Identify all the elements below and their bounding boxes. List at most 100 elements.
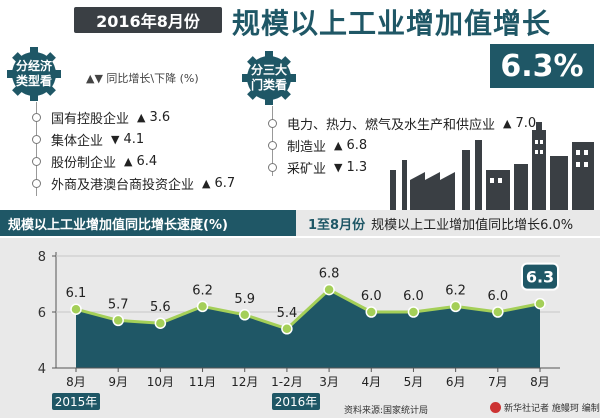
economic-type-label: 分经济类型看: [15, 59, 52, 88]
data-point: [196, 300, 209, 313]
y-tick-label: 8: [38, 250, 46, 265]
y-tick-label: 6: [38, 306, 46, 321]
list-item: 电力、热力、燃气及水生产和供应业 ▲ 7.0: [268, 112, 536, 134]
economic-type-badge: 分经济类型看: [6, 46, 62, 102]
year-label: 2015年: [55, 395, 98, 409]
item-label: 股份制企业: [51, 155, 117, 171]
data-label: 6.0: [403, 289, 424, 304]
item-label: 国有控股企业: [51, 111, 130, 127]
bullet-icon: [268, 140, 277, 150]
series-area: [76, 289, 540, 368]
data-point: [407, 306, 420, 318]
x-tick-label: 12月: [231, 375, 258, 389]
data-point: [365, 306, 378, 318]
bullet-icon: [268, 162, 277, 172]
cumulative-period: 1至8月份: [308, 217, 366, 233]
page-title: 规模以上工业增加值增长: [232, 7, 552, 40]
factory-illustration: [390, 122, 594, 210]
data-label: 5.4: [277, 306, 298, 321]
item-label: 外商及港澳台商投资企业: [51, 177, 195, 193]
gear-icon: [7, 47, 61, 101]
data-label: 6.2: [192, 283, 213, 298]
data-label: 5.7: [108, 297, 129, 312]
direction-icon: ▲: [202, 176, 211, 190]
item-value: 6.7: [214, 175, 236, 191]
direction-icon: ▲: [137, 110, 146, 124]
highlight-label-box: [521, 262, 559, 291]
x-tick-label: 8月: [530, 375, 550, 389]
sector-label: 分三大门类看: [250, 63, 287, 92]
cumulative-text: 规模以上工业增加值同比增长6.0%: [371, 217, 574, 233]
data-label: 6.2: [445, 283, 466, 298]
item-label: 集体企业: [51, 133, 104, 149]
cumulative-summary: 1至8月份 规模以上工业增加值同比增长6.0%: [296, 210, 600, 236]
bullet-icon: [268, 118, 277, 128]
y-tick-label: 4: [38, 362, 46, 377]
direction-icon: ▼: [334, 160, 343, 174]
direction-icon: ▲: [334, 138, 343, 152]
x-tick-label: 4月: [361, 375, 381, 389]
headline-rate: 6.3%: [490, 44, 594, 88]
gear-icon: [242, 51, 296, 105]
data-label: 6.0: [487, 289, 508, 304]
x-tick-label: 3月: [319, 375, 339, 389]
data-point: [492, 306, 504, 318]
growth-rate-chart: 4 6 8 6.1 8月 5.7 9月 5.6 10月 6.2 11月 5.9 12月 5.4 1-2月 6.…: [38, 250, 560, 410]
data-point: [70, 303, 82, 315]
year-badge: [52, 393, 100, 410]
economic-type-list: 国有控股企业 ▲ 3.6 集体企业 ▼ 4.1 股份制企业 ▲ 6.4 外商及港…: [32, 106, 235, 194]
list-item: 股份制企业 ▲ 6.4: [32, 150, 235, 172]
list-connector: [36, 102, 37, 196]
item-value: 1.3: [346, 159, 368, 175]
item-value: 6.4: [136, 153, 158, 169]
data-point: [449, 300, 462, 313]
data-label: 6.0: [361, 289, 382, 304]
x-tick-label: 10月: [147, 375, 174, 389]
x-tick-label: 11月: [189, 375, 216, 389]
data-point: [323, 283, 335, 296]
x-tick-label: 7月: [488, 375, 508, 389]
list-item: 采矿业 ▼ 1.3: [268, 156, 536, 178]
year-badge: [272, 393, 320, 410]
item-value: 4.1: [123, 131, 145, 147]
x-tick-label: 9月: [108, 375, 128, 389]
source-note: 资料来源:国家统计局: [344, 406, 429, 416]
data-point: [281, 323, 293, 335]
list-item: 集体企业 ▼ 4.1: [32, 128, 235, 150]
legend: ▲▼ 同比增长\下降 (%): [86, 72, 199, 85]
x-tick-label: 8月: [66, 375, 86, 389]
credit-text: 新华社记者 施鳗珂 编制: [504, 404, 600, 414]
data-point: [112, 314, 124, 327]
x-tick-label: 5月: [404, 375, 424, 389]
item-label: 采矿业: [287, 161, 327, 177]
bullet-icon: [32, 112, 41, 122]
chart-title: 规模以上工业增加值同比增长速度(%): [0, 210, 296, 236]
xinhua-logo-icon: [490, 402, 501, 413]
year-label: 2016年: [275, 395, 318, 409]
data-label: 5.6: [150, 300, 171, 315]
direction-icon: ▲: [503, 116, 512, 130]
item-label: 电力、热力、燃气及水生产和供应业: [287, 117, 496, 133]
item-value: 6.8: [346, 137, 368, 153]
date-badge: 2016年8月份: [74, 7, 222, 33]
list-item: 外商及港澳台商投资企业 ▲ 6.7: [32, 172, 235, 194]
bullet-icon: [32, 134, 41, 144]
data-point: [238, 309, 251, 321]
data-label: 6.3: [526, 268, 554, 287]
data-point: [154, 317, 167, 329]
item-label: 制造业: [287, 139, 327, 155]
direction-icon: ▲: [124, 154, 133, 168]
list-item: 制造业 ▲ 6.8: [268, 134, 536, 156]
data-label: 6.8: [319, 267, 340, 282]
series-line: [75, 287, 541, 331]
direction-icon: ▼: [111, 132, 120, 146]
bullet-icon: [32, 178, 41, 188]
sector-badge: 分三大门类看: [241, 50, 297, 106]
list-item: 国有控股企业 ▲ 3.6: [32, 106, 235, 128]
sector-list: 电力、热力、燃气及水生产和供应业 ▲ 7.0 制造业 ▲ 6.8 采矿业 ▼ 1…: [268, 112, 536, 178]
item-value: 7.0: [515, 115, 537, 131]
credit-note: 新华社记者 施鳗珂 编制: [490, 401, 600, 414]
bullet-icon: [32, 156, 41, 166]
section-bar: 规模以上工业增加值同比增长速度(%) 1至8月份 规模以上工业增加值同比增长6.…: [0, 210, 600, 236]
item-value: 3.6: [149, 109, 171, 125]
